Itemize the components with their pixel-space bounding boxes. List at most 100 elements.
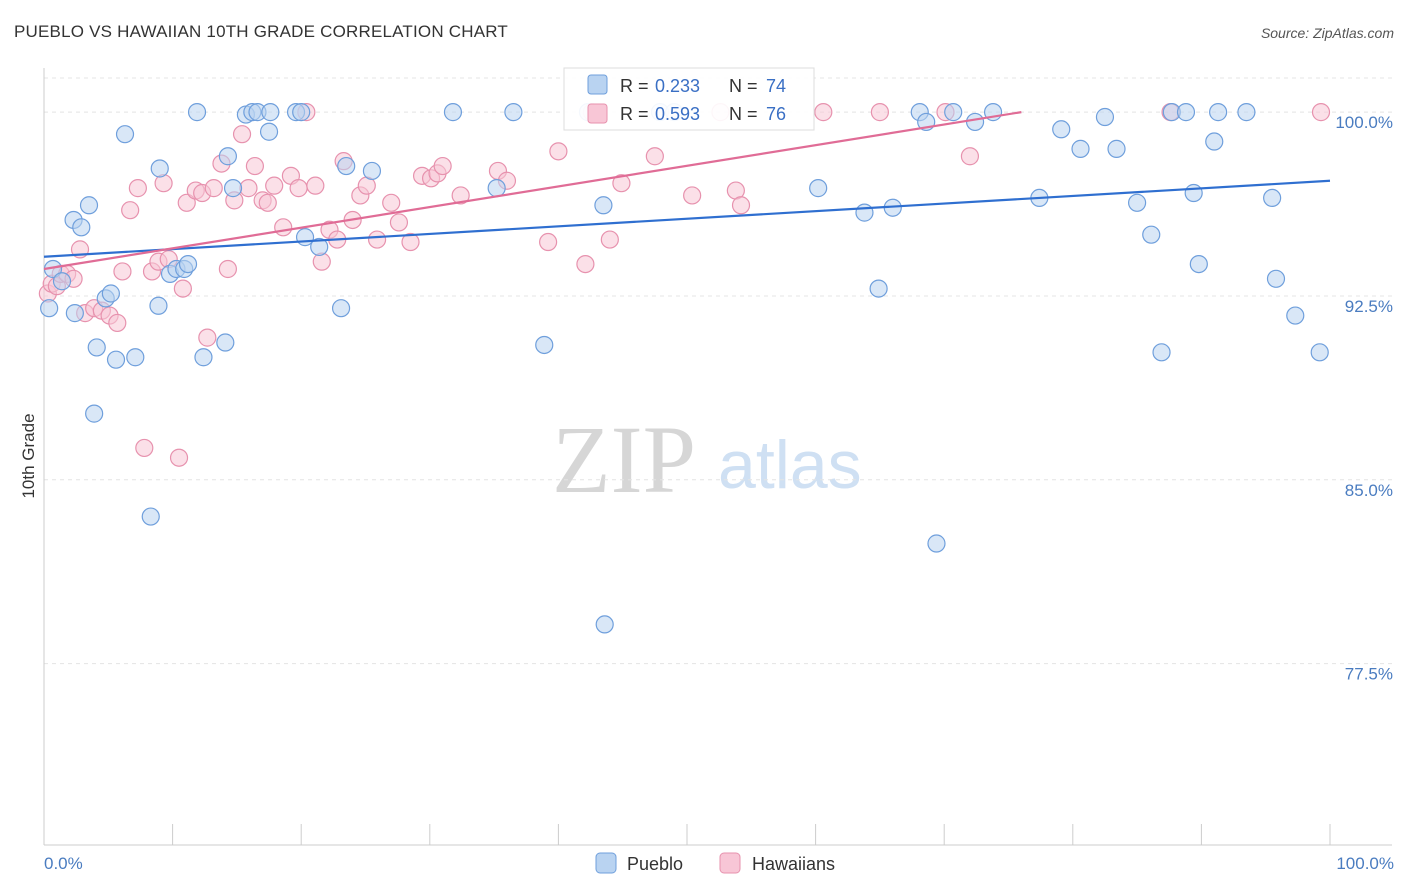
hawaiians-point: [177, 193, 196, 212]
pueblo-point: [1237, 103, 1256, 122]
hawaiians-point: [239, 179, 258, 198]
hawaiians-point: [549, 142, 568, 161]
pueblo-point: [337, 156, 356, 176]
pueblo-point: [809, 179, 828, 198]
hawaiians-point: [576, 254, 595, 274]
hawaiians-point: [274, 218, 293, 237]
hawaiians-r-value: 0.593: [655, 104, 700, 124]
stats-legend-box: R = 0.233 N = 74 R = 0.593 N = 76: [563, 67, 815, 131]
pueblo-point: [1205, 132, 1224, 151]
pueblo-point: [216, 333, 235, 352]
pueblo-point: [1263, 188, 1282, 208]
hawaiians-point: [814, 103, 833, 122]
hawaiians-point: [612, 174, 631, 193]
hawaiians-point: [121, 201, 140, 220]
pueblo-point: [40, 299, 59, 318]
axes: [43, 68, 1392, 846]
x-ticks: [43, 824, 1331, 845]
pueblo-point: [115, 125, 135, 144]
hawaiians-point: [113, 262, 132, 281]
pueblo-point: [1095, 107, 1115, 127]
pueblo-point: [1209, 103, 1228, 122]
hawaiians-point: [731, 196, 751, 215]
hawaiians-n-key: N =: [729, 104, 758, 124]
pueblo-r-key: R =: [620, 76, 649, 96]
hawaiians-point: [401, 232, 420, 252]
pueblo-point: [1107, 139, 1126, 158]
y-tick-label: 92.5%: [1345, 297, 1393, 316]
watermark: ZIP atlas: [552, 406, 862, 513]
y-tick-label: 100.0%: [1335, 113, 1393, 132]
hawaiians-point: [265, 176, 284, 195]
pueblo-point: [141, 507, 160, 526]
pueblo-point: [927, 534, 946, 553]
pueblo-point: [855, 203, 874, 222]
pueblo-point: [504, 103, 523, 122]
y-tick-label: 85.0%: [1345, 481, 1393, 500]
legend-swatch-pueblo[interactable]: [595, 852, 617, 874]
watermark-zip-text: ZIP: [552, 406, 696, 513]
x-tick-label-max: 100.0%: [1336, 854, 1394, 873]
hawaiians-point: [173, 279, 192, 298]
hawaiians-point: [600, 230, 619, 249]
pueblo-point: [101, 284, 120, 303]
pueblo-point: [79, 196, 99, 215]
hawaiians-point: [258, 193, 277, 212]
pueblo-point: [443, 103, 463, 122]
hawaiians-point: [204, 179, 223, 198]
pueblo-trend-line: [43, 179, 1331, 258]
y-axis-title: 10th Grade: [19, 413, 38, 498]
pueblo-point: [194, 348, 213, 367]
pueblo-point: [106, 350, 126, 369]
hawaiians-point: [1311, 103, 1331, 122]
pueblo-point: [149, 296, 168, 315]
hawaiians-point: [367, 230, 387, 249]
pueblo-point: [292, 103, 311, 122]
legend-swatch-hawaiians[interactable]: [719, 852, 741, 874]
pueblo-point: [52, 272, 72, 291]
pueblo-point: [1142, 225, 1161, 244]
hawaiians-point: [433, 156, 452, 176]
y-tick-labels: 100.0% 92.5% 85.0% 77.5%: [1335, 113, 1393, 683]
pueblo-point: [1152, 343, 1171, 362]
pueblo-r-value: 0.233: [655, 76, 700, 96]
watermark-atlas-text: atlas: [718, 427, 862, 503]
hawaiians-point: [306, 176, 325, 195]
hawaiians-point: [108, 313, 127, 333]
pueblo-point: [65, 304, 84, 323]
pueblo-point: [1176, 103, 1196, 122]
pueblo-point: [487, 179, 506, 198]
pueblo-points: [40, 103, 1329, 634]
hawaiians-point: [389, 213, 409, 232]
hawaiians-stat-swatch: [587, 103, 608, 124]
hawaiians-point: [289, 179, 308, 198]
pueblo-point: [178, 254, 198, 274]
hawaiians-point: [870, 103, 890, 122]
pueblo-point: [362, 161, 382, 181]
x-tick-label-min: 0.0%: [44, 854, 83, 873]
hawaiians-n-value: 76: [766, 104, 786, 124]
pueblo-point: [869, 279, 888, 298]
legend-label-hawaiians: Hawaiians: [752, 854, 835, 874]
hawaiians-point: [218, 259, 237, 279]
source-credit: Source: ZipAtlas.com: [1261, 25, 1394, 41]
hawaiians-r-key: R =: [620, 104, 649, 124]
hawaiians-point: [312, 252, 331, 271]
pueblo-point: [1286, 306, 1305, 325]
chart-title: PUEBLO VS HAWAIIAN 10TH GRADE CORRELATIO…: [14, 22, 508, 41]
pueblo-point: [310, 237, 329, 257]
hawaiians-point: [539, 232, 558, 252]
pueblo-point: [223, 179, 243, 198]
hawaiians-point: [198, 328, 217, 347]
hawaiians-point: [645, 147, 664, 166]
pueblo-point: [1071, 139, 1090, 158]
hawaiians-point: [683, 186, 702, 205]
hawaiians-point: [451, 186, 470, 205]
pueblo-point: [595, 615, 614, 634]
hawaiians-point: [135, 438, 154, 458]
pueblo-point: [218, 147, 237, 166]
pueblo-point: [259, 122, 279, 141]
pueblo-point: [1127, 193, 1147, 212]
hawaiians-point: [128, 179, 147, 198]
pueblo-point: [594, 196, 613, 215]
